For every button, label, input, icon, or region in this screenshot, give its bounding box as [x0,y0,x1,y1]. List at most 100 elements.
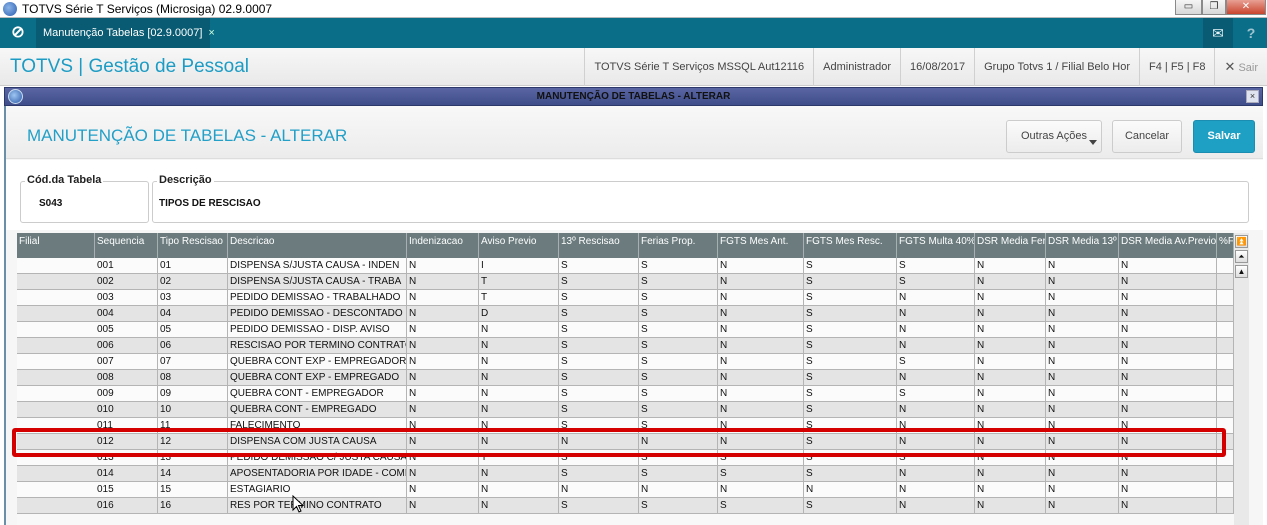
table-cell[interactable]: N [718,386,804,402]
table-cell[interactable]: N [975,290,1046,306]
table-cell[interactable]: N [718,482,804,498]
table-cell[interactable] [17,434,95,450]
table-cell[interactable]: D [479,306,559,322]
column-header[interactable]: 13º Rescisao [559,233,639,258]
table-row[interactable]: 007 07 QUEBRA CONT EXP - EMPREGADOR N N S S N S S… [17,354,1234,370]
table-cell[interactable]: S [559,354,639,370]
exit-button[interactable]: ✕ Sair [1214,48,1267,86]
table-cell[interactable]: N [639,482,718,498]
table-cell[interactable]: S [804,386,897,402]
vertical-scrollbar[interactable]: ⏫ ⏶ ▲ [1234,233,1249,525]
table-cell[interactable]: N [407,370,479,386]
table-cell[interactable]: N [1119,354,1217,370]
table-cell[interactable]: N [407,402,479,418]
table-cell[interactable]: PEDIDO DEMISSAO - TRABALHADO [228,290,407,306]
table-cell[interactable]: N [1119,386,1217,402]
home-icon[interactable]: ⊘ [11,24,25,41]
table-cell[interactable]: 02 [158,274,228,290]
table-cell[interactable] [17,370,95,386]
table-cell[interactable]: N [407,322,479,338]
table-cell[interactable]: QUEBRA CONT EXP - EMPREGADO [228,370,407,386]
table-cell[interactable]: S [639,290,718,306]
tab-close-icon[interactable]: × [208,27,215,39]
close-window-button[interactable]: ✕ [1226,0,1266,15]
table-cell[interactable]: S [804,338,897,354]
table-cell[interactable]: 012 [95,434,158,450]
table-cell[interactable]: S [804,274,897,290]
user-info[interactable]: Administrador [813,48,900,86]
table-cell[interactable]: S [804,498,897,514]
table-cell[interactable] [1217,370,1234,386]
table-cell[interactable]: S [639,338,718,354]
table-cell[interactable] [17,466,95,482]
table-cell[interactable]: PEDIDO DEMISSAO - DESCONTADO [228,306,407,322]
table-cell[interactable]: 13 [158,450,228,466]
table-row[interactable]: 014 14 APOSENTADORIA POR IDADE - COMP N N S S S… [17,466,1234,482]
table-cell[interactable]: N [479,386,559,402]
table-cell[interactable]: N [1046,482,1119,498]
table-cell[interactable] [1217,338,1234,354]
table-cell[interactable]: PEDIDO DEMISSAO - DISP. AVISO [228,322,407,338]
table-cell[interactable]: S [718,466,804,482]
table-cell[interactable]: N [1119,434,1217,450]
table-cell[interactable]: PEDIDO DEMISSAO C/ JUSTA CAUSA [228,450,407,466]
table-cell[interactable]: N [1119,306,1217,322]
table-cell[interactable]: 09 [158,386,228,402]
table-cell[interactable]: N [407,482,479,498]
table-cell[interactable]: N [1119,450,1217,466]
table-cell[interactable]: N [718,434,804,450]
table-cell[interactable]: N [559,482,639,498]
other-actions-button[interactable]: Outras Ações [1006,120,1102,153]
table-cell[interactable]: S [559,402,639,418]
table-cell[interactable]: N [718,354,804,370]
column-header[interactable]: DSR Media 13º [1046,233,1119,258]
table-cell[interactable]: 08 [158,370,228,386]
table-cell[interactable] [17,482,95,498]
table-cell[interactable]: 014 [95,466,158,482]
table-cell[interactable]: N [718,306,804,322]
tab-manutencao-tabelas[interactable]: Manutenção Tabelas [02.9.0007] × [36,18,215,48]
table-cell[interactable] [17,274,95,290]
table-cell[interactable]: N [479,322,559,338]
table-row[interactable]: 008 08 QUEBRA CONT EXP - EMPREGADO N N S S N S N N… [17,370,1234,386]
table-cell[interactable]: S [804,258,897,274]
table-cell[interactable]: N [1046,274,1119,290]
table-cell[interactable] [1217,498,1234,514]
table-cell[interactable]: S [559,466,639,482]
table-cell[interactable] [17,258,95,274]
table-cell[interactable]: N [975,402,1046,418]
table-cell[interactable] [1217,306,1234,322]
table-cell[interactable]: N [1046,306,1119,322]
table-cell[interactable] [1217,402,1234,418]
scroll-page-up-icon[interactable]: ⏶ [1235,250,1248,263]
table-cell[interactable]: 005 [95,322,158,338]
table-cell[interactable]: N [975,482,1046,498]
table-cell[interactable]: 04 [158,306,228,322]
table-cell[interactable]: DISPENSA COM JUSTA CAUSA [228,434,407,450]
table-cell[interactable] [1217,482,1234,498]
column-header[interactable]: DSR Media Fer. [975,233,1046,258]
table-cell[interactable]: N [718,258,804,274]
table-cell[interactable]: N [479,354,559,370]
table-cell[interactable]: N [639,434,718,450]
restore-button[interactable]: ❐ [1202,0,1226,15]
column-header[interactable]: %F [1217,233,1234,258]
table-cell[interactable]: APOSENTADORIA POR IDADE - COMP [228,466,407,482]
table-cell[interactable]: S [559,322,639,338]
table-cell[interactable]: N [718,338,804,354]
table-cell[interactable]: N [1046,322,1119,338]
cancel-button[interactable]: Cancelar [1112,120,1182,153]
table-cell[interactable]: S [559,274,639,290]
scroll-top-icon[interactable]: ⏫ [1235,235,1248,248]
table-cell[interactable]: N [1119,258,1217,274]
table-cell[interactable]: N [1046,434,1119,450]
table-cell[interactable]: N [479,466,559,482]
table-cell[interactable] [17,290,95,306]
table-cell[interactable]: S [897,258,975,274]
table-cell[interactable]: S [559,386,639,402]
column-header[interactable]: Indenizacao [407,233,479,258]
table-cell[interactable]: N [897,498,975,514]
table-cell[interactable]: 03 [158,290,228,306]
table-cell[interactable]: N [1046,370,1119,386]
table-cell[interactable]: 05 [158,322,228,338]
